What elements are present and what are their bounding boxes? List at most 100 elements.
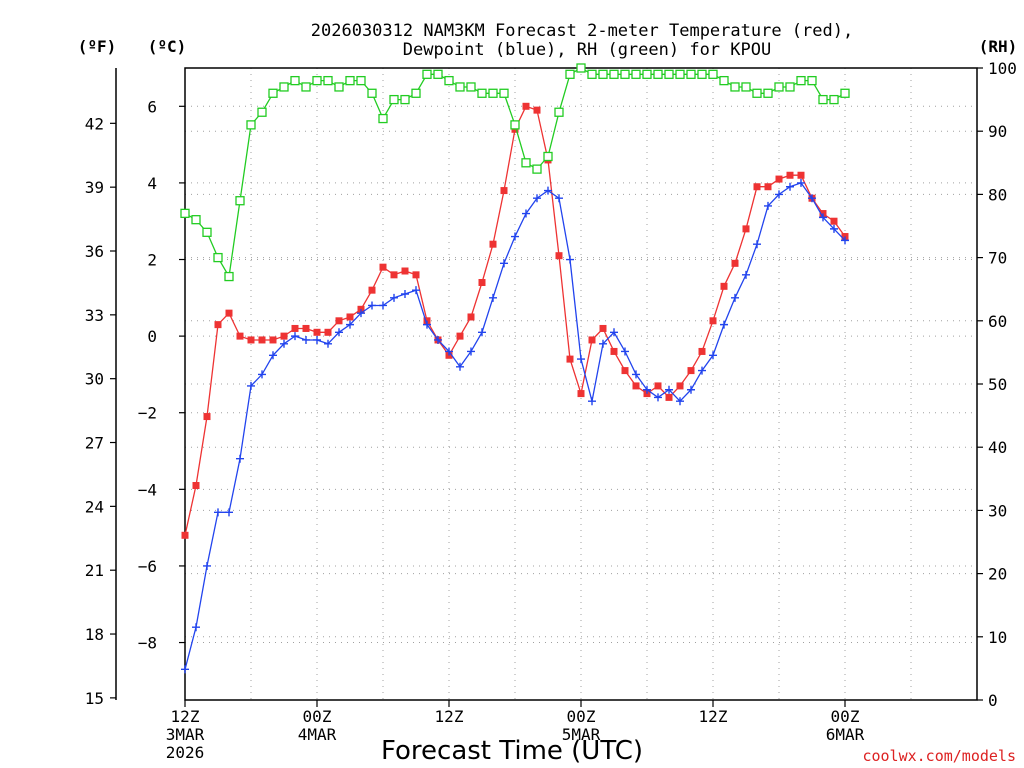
temperature-point (786, 171, 794, 179)
dewpoint-point (269, 351, 277, 360)
rh-tick-label: 80 (988, 185, 1007, 204)
temperature-point (467, 313, 475, 321)
fahrenheit-tick-label: 18 (85, 625, 104, 644)
relative-humidity-point (774, 82, 784, 92)
relative-humidity-point (818, 94, 828, 105)
celsius-tick-label: −2 (138, 404, 157, 423)
dewpoint-point (775, 190, 783, 199)
data-series (180, 63, 850, 674)
relative-humidity-point (345, 75, 355, 86)
fahrenheit-tick-label: 24 (85, 497, 104, 516)
rh-tick-label: 70 (988, 249, 1007, 268)
relative-humidity-point (499, 88, 509, 98)
grid-lines (185, 68, 977, 700)
temperature-point (478, 278, 486, 286)
dewpoint-point (588, 397, 596, 406)
dewpoint-point (302, 335, 310, 344)
relative-humidity-point (785, 82, 795, 92)
relative-humidity-point (268, 88, 278, 98)
temperature-point (709, 317, 717, 325)
relative-humidity-point (180, 208, 190, 219)
relative-humidity-point (312, 75, 322, 86)
dewpoint-point (632, 370, 640, 379)
temperature-point (676, 382, 684, 390)
relative-humidity-point (686, 69, 696, 79)
relative-humidity-point (488, 88, 498, 98)
credit-label: coolwx.com/models (862, 747, 1016, 765)
dewpoint-point (731, 293, 739, 302)
temperature-point (390, 271, 398, 279)
fahrenheit-tick-label: 15 (85, 689, 104, 708)
temperature-point (753, 183, 761, 191)
relative-humidity-point (675, 69, 685, 79)
relative-humidity-point (389, 94, 399, 105)
relative-humidity-point (807, 75, 817, 86)
dewpoint-point (577, 355, 585, 364)
x-tick-label-time: 12Z (699, 707, 728, 726)
celsius-tick-label: −4 (138, 480, 157, 499)
dewpoint-point (819, 213, 827, 222)
x-tick-label-date: 4MAR (298, 725, 337, 744)
temperature-point (214, 321, 222, 329)
relative-humidity-point (400, 94, 410, 105)
dewpoint-point (555, 194, 563, 203)
dewpoint-point (489, 293, 497, 302)
temperature-point (203, 413, 211, 421)
temperature-point (302, 324, 310, 332)
relative-humidity-point (763, 88, 773, 98)
x-tick-label-date: 6MAR (826, 725, 865, 744)
dewpoint-point (621, 347, 629, 356)
temperature-point (258, 336, 266, 344)
dewpoint-point (522, 209, 530, 218)
relative-humidity-point (752, 88, 762, 98)
celsius-tick-label: −6 (138, 557, 157, 576)
dewpoint-point (236, 454, 244, 463)
x-axis-label: Forecast Time (UTC) (381, 736, 643, 766)
temperature-point (313, 328, 321, 336)
relative-humidity-point (279, 82, 289, 92)
temperature-point (775, 175, 783, 183)
fahrenheit-tick-label: 42 (85, 114, 104, 133)
celsius-unit-label: (ºC) (148, 37, 187, 56)
rh-tick-label: 30 (988, 501, 1007, 520)
dewpoint-point (401, 289, 409, 298)
relative-humidity-point (202, 227, 212, 237)
temperature-point (489, 240, 497, 248)
relative-humidity-point (587, 69, 597, 79)
relative-humidity-point (235, 196, 245, 206)
dewpoint-point (445, 347, 453, 356)
relative-humidity-point (840, 88, 850, 98)
relative-humidity-point (719, 75, 729, 86)
dewpoint-point (676, 397, 684, 406)
x-tick-label-time: 12Z (435, 707, 464, 726)
celsius-tick-label: 0 (147, 327, 157, 346)
dewpoint-point (423, 320, 431, 329)
relative-humidity-point (543, 151, 553, 162)
relative-humidity-point (356, 75, 366, 86)
celsius-tick-label: 2 (147, 251, 157, 270)
rh-tick-label: 40 (988, 438, 1007, 457)
dewpoint-point (225, 508, 233, 517)
temperature-point (533, 106, 541, 114)
relative-humidity-point (565, 69, 575, 79)
dewpoint-point (500, 259, 508, 268)
dewpoint-point (643, 385, 651, 394)
relative-humidity-point (554, 107, 564, 117)
temperature-point (192, 482, 200, 490)
relative-humidity-point (653, 69, 663, 79)
dewpoint-point (456, 362, 464, 371)
temperature-point (577, 390, 585, 398)
relative-humidity-point (532, 164, 542, 174)
rh-tick-label: 50 (988, 375, 1007, 394)
dewpoint-point (654, 393, 662, 402)
temperature-point (379, 263, 387, 271)
dewpoint-point (599, 339, 607, 348)
relative-humidity-point (224, 271, 234, 282)
relative-humidity-point (708, 69, 718, 79)
temperature-point (742, 225, 750, 233)
x-tick-label-date: 3MAR (166, 725, 205, 744)
rh-tick-label: 10 (988, 628, 1007, 647)
relative-humidity-point (290, 75, 300, 86)
temperature-point (566, 355, 574, 363)
